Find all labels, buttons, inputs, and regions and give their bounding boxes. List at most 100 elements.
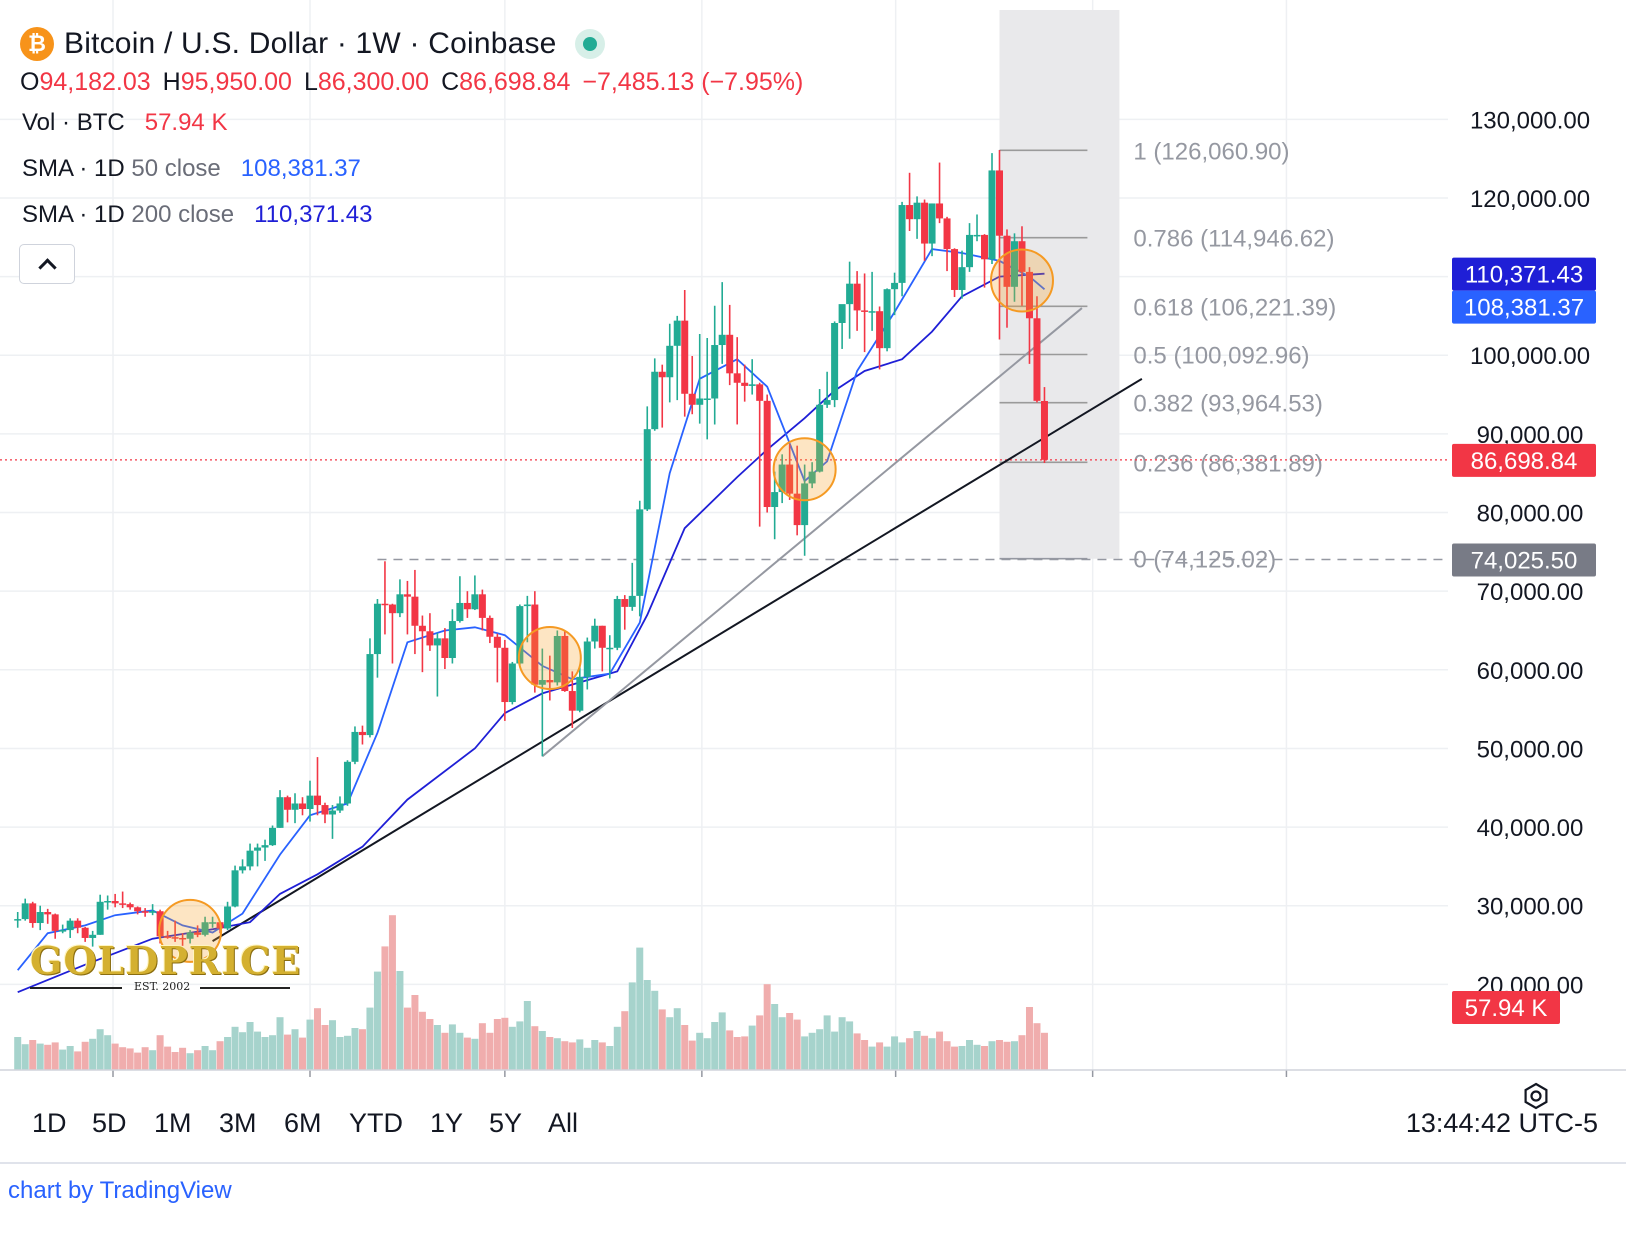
- volume-bar: [801, 1036, 809, 1070]
- volume-bar: [583, 1047, 591, 1070]
- volume-bar: [936, 1031, 944, 1070]
- range-button-5y[interactable]: 5Y: [489, 1108, 523, 1138]
- candle-body: [418, 625, 426, 632]
- volume-bar: [456, 1032, 464, 1070]
- candle-body: [583, 641, 591, 677]
- candle-body: [636, 509, 644, 596]
- footer-divider: [0, 1162, 1626, 1164]
- volume-bar: [501, 1017, 509, 1070]
- market-status-icon[interactable]: [574, 29, 605, 59]
- range-button-1d[interactable]: 1D: [32, 1108, 67, 1138]
- collapse-legend-button[interactable]: [19, 244, 75, 284]
- volume-label-box: [1452, 991, 1560, 1024]
- volume-bar: [269, 1035, 277, 1070]
- clock-timezone[interactable]: 13:44:42 UTC-5: [1405, 1108, 1598, 1138]
- price-label-box: [1452, 257, 1596, 291]
- volume-bar: [224, 1037, 232, 1070]
- range-button-all[interactable]: All: [548, 1108, 579, 1138]
- settings-gear-icon[interactable]: [1522, 1082, 1550, 1110]
- candle-body: [808, 471, 816, 484]
- volume-bar: [493, 1019, 501, 1070]
- candle-body: [748, 384, 756, 386]
- volume-bar: [14, 1037, 22, 1070]
- volume-bar: [96, 1029, 104, 1070]
- volume-bar: [448, 1024, 456, 1070]
- candle-body: [299, 803, 307, 809]
- range-button-5d[interactable]: 5D: [92, 1108, 127, 1138]
- volume-bar: [126, 1048, 134, 1070]
- range-button-1y[interactable]: 1Y: [430, 1108, 464, 1138]
- indicator-name: Vol · BTC: [22, 109, 125, 136]
- volume-bar: [306, 1019, 314, 1070]
- candle-body: [141, 911, 149, 913]
- low-value: 86,300.00: [317, 68, 430, 96]
- volume-bar: [51, 1042, 59, 1070]
- volume-bar: [823, 1015, 831, 1070]
- candle-body: [456, 602, 464, 622]
- volume-bar: [246, 1022, 254, 1070]
- time-range-toolbar: 1D 5D 1M 3M 6M YTD 1Y 5Y All 13:44:42 UT…: [0, 1088, 1626, 1160]
- range-button-6m[interactable]: 6M: [284, 1108, 322, 1138]
- candle-body: [591, 625, 599, 642]
- candle-body: [493, 636, 501, 648]
- candle-body: [996, 170, 1003, 236]
- fibonacci-retracement[interactable]: 1 (126,060.90) 0.786 (114,946.62) 0.618 (1…: [999, 138, 1337, 574]
- volume-bar: [898, 1042, 906, 1070]
- fibonacci-zone: [999, 10, 1120, 559]
- candle-body: [269, 827, 277, 846]
- indicator-sma-50[interactable]: SMA · 1D 50 close 108,381.37: [22, 155, 361, 183]
- volume-bar: [666, 1017, 674, 1070]
- candle-body: [861, 310, 869, 312]
- volume-bar: [786, 1013, 794, 1070]
- candle-body: [981, 234, 989, 260]
- candle-body: [928, 203, 936, 244]
- sma-200-line: [17, 272, 1045, 994]
- indicator-value: 110,371.43: [254, 201, 373, 228]
- candle-body: [351, 731, 359, 762]
- y-tick-label: 40,000.00: [1477, 815, 1584, 842]
- volume-bar: [231, 1026, 239, 1070]
- range-button-3m[interactable]: 3M: [219, 1108, 257, 1138]
- drawing-lines[interactable]: [0, 307, 1448, 942]
- symbol-title-row[interactable]: ₿ Bitcoin / U.S. Dollar · 1W · Coinbase: [20, 22, 605, 66]
- candle-body: [373, 603, 381, 655]
- range-button-ytd[interactable]: YTD: [349, 1108, 403, 1138]
- candle-body: [898, 205, 906, 283]
- indicator-params: 200 close: [131, 201, 235, 228]
- candle-body: [328, 810, 336, 815]
- candle-body: [486, 617, 494, 637]
- volume-bar: [396, 971, 404, 1070]
- candle-body: [59, 930, 67, 932]
- range-button-1m[interactable]: 1M: [154, 1108, 192, 1138]
- volume-bar: [186, 1053, 194, 1070]
- volume-bar: [726, 1030, 734, 1070]
- candle-body: [771, 492, 779, 508]
- price-chart[interactable]: 1 (126,060.90) 0.786 (114,946.62) 0.618 (1…: [0, 0, 1626, 1085]
- volume-bar: [239, 1032, 247, 1070]
- volume-bar: [981, 1046, 989, 1070]
- candle-body: [801, 483, 809, 526]
- indicator-sma-200[interactable]: SMA · 1D 200 close 110,371.43: [22, 201, 372, 229]
- symbol-title[interactable]: Bitcoin / U.S. Dollar · 1W · Coinbase: [64, 27, 557, 60]
- tradingview-attribution-link[interactable]: chart by TradingView: [8, 1177, 232, 1204]
- volume-bar: [553, 1038, 561, 1070]
- bitcoin-logo-icon: ₿: [20, 27, 54, 61]
- volume-bar: [486, 1032, 494, 1070]
- candle-body: [81, 927, 89, 938]
- fib-level-label: 1 (126,060.90): [1133, 138, 1289, 165]
- candle-body: [786, 464, 794, 494]
- indicator-value: 57.94 K: [144, 109, 228, 136]
- candle-body: [516, 606, 524, 664]
- candle-body: [448, 621, 456, 659]
- candle-body: [696, 398, 704, 405]
- volume-bar: [658, 1009, 666, 1070]
- volume-bar: [651, 990, 659, 1070]
- volume-bar: [613, 1026, 621, 1070]
- close-label: C: [441, 68, 460, 96]
- indicator-volume[interactable]: Vol · BTC 57.94 K: [22, 109, 227, 137]
- candle-body: [44, 912, 52, 915]
- candle-body: [793, 493, 801, 526]
- volume-bar: [284, 1034, 292, 1070]
- volume-bar: [104, 1035, 112, 1070]
- volume-bar: [568, 1042, 576, 1070]
